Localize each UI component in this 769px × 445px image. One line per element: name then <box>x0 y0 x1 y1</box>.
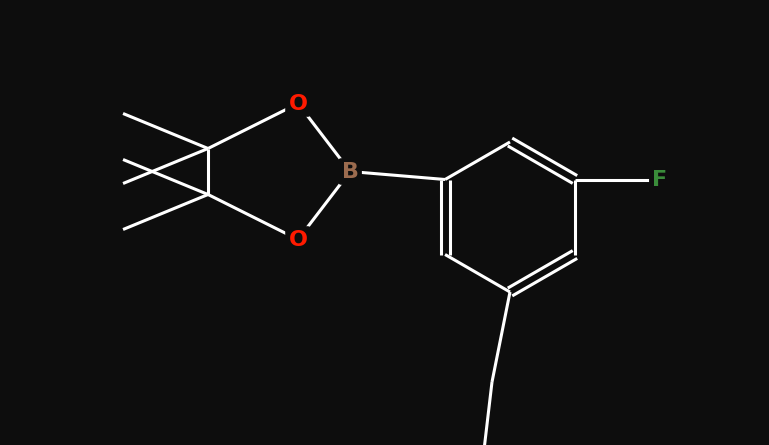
Text: O: O <box>288 93 308 113</box>
Text: B: B <box>341 162 358 182</box>
Text: O: O <box>288 230 308 250</box>
Text: F: F <box>652 170 667 190</box>
